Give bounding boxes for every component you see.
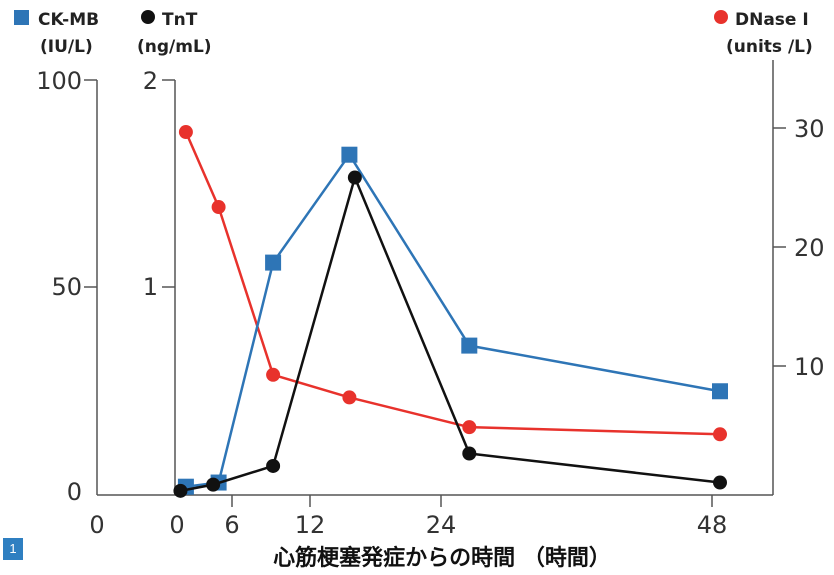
tnt-axis-unit: (ng/mL)	[137, 37, 212, 57]
dnase-legend-marker	[714, 10, 728, 24]
ckmb-tick-label-100: 100	[36, 67, 82, 95]
ck-mb-point-5	[712, 383, 728, 400]
ck-mb-point-4	[461, 337, 478, 354]
tnt-point-3	[347, 170, 362, 185]
ckmb-tick-label-50: 50	[51, 273, 82, 301]
dnase-i-point-0	[178, 125, 193, 140]
dnase-axis-header: DNase I	[735, 10, 809, 30]
tnt-point-1	[206, 477, 221, 492]
series-layer	[173, 125, 728, 498]
legend-dnase: DNase I (units /L)	[714, 10, 813, 57]
ckmb-axis-header: CK-MB	[38, 10, 99, 30]
x-tick-label-6: 6	[224, 511, 239, 539]
ck-mb-series-line	[185, 153, 721, 488]
dnase-tick-label-10: 10	[794, 353, 825, 381]
dnase-tick-label-30: 30	[794, 115, 825, 143]
x-tick-label-0-left: 0	[89, 511, 104, 539]
x-axis-title: 心筋梗塞発症からの時間 （時間）	[273, 545, 611, 571]
legend-tnt: TnT (ng/mL)	[137, 10, 212, 57]
tnt-point-0	[173, 483, 188, 498]
dnase-i-series-line	[184, 131, 721, 436]
ckmb-axis-unit: (IU/L)	[40, 37, 93, 57]
tnt-series-line	[180, 176, 721, 493]
tnt-tick-label-2: 2	[143, 67, 158, 95]
tnt-point-2	[266, 458, 281, 473]
ckmb-tick-label-0: 0	[67, 478, 82, 506]
dnase-i-point-1	[211, 200, 226, 215]
x-tick-label-48: 48	[697, 511, 728, 539]
x-tick-label-0: 0	[169, 511, 184, 539]
ckmb-legend-marker	[14, 10, 29, 25]
figure-number-badge: 1	[3, 538, 23, 560]
x-tick-label-24: 24	[426, 511, 457, 539]
dnase-i-point-4	[462, 420, 477, 435]
tnt-point-4	[462, 446, 477, 461]
axes	[84, 60, 786, 507]
dnase-tick-label-20: 20	[794, 234, 825, 262]
dnase-i-point-2	[266, 367, 281, 382]
x-tick-label-12: 12	[295, 511, 326, 539]
tnt-point-5	[713, 475, 727, 490]
tnt-axis-header: TnT	[162, 10, 198, 30]
dnase-i-point-5	[713, 427, 727, 442]
dnase-axis-unit: (units /L)	[726, 37, 813, 57]
tnt-tick-label-1: 1	[143, 273, 158, 301]
dnase-i-point-3	[342, 390, 357, 405]
ck-mb-point-3	[341, 146, 358, 163]
tnt-legend-marker	[141, 10, 155, 24]
ck-mb-point-2	[265, 254, 282, 271]
legend-ckmb: CK-MB (IU/L)	[14, 10, 99, 57]
tick-labels: 0 50 100 1 2 10 20 30 0 0 6 12 24 48	[36, 67, 824, 539]
